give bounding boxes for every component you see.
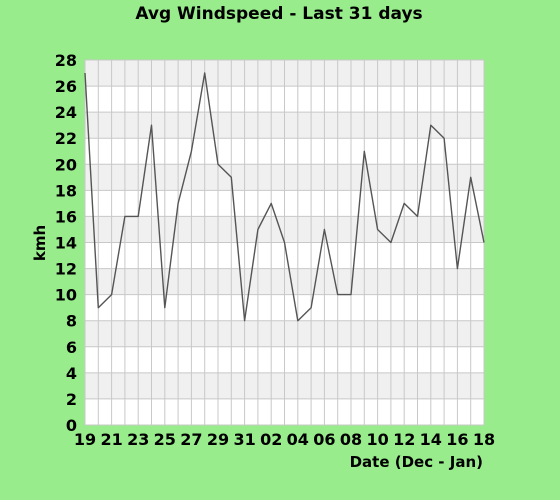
x-tick-label: 21 [100, 430, 122, 449]
y-tick-label: 28 [55, 51, 77, 70]
x-axis-label: Date (Dec - Jan) [350, 453, 483, 471]
x-tick-label: 31 [233, 430, 255, 449]
x-tick-label: 18 [473, 430, 495, 449]
y-tick-label: 0 [66, 416, 77, 435]
x-tick-label: 12 [393, 430, 415, 449]
x-tick-label: 08 [340, 430, 362, 449]
y-tick-label: 20 [55, 155, 77, 174]
x-tick-label: 23 [127, 430, 149, 449]
y-tick-label: 14 [55, 234, 77, 253]
y-tick-label: 4 [66, 364, 77, 383]
y-tick-label: 10 [55, 286, 77, 305]
x-tick-label: 19 [74, 430, 96, 449]
x-tick-label: 16 [446, 430, 468, 449]
y-tick-label: 18 [55, 181, 77, 200]
x-tick-label: 02 [260, 430, 282, 449]
x-tick-labels: 19 21 23 25 27 29 31 02 04 06 08 10 12 14 16 18 [74, 430, 495, 449]
y-tick-label: 26 [55, 77, 77, 96]
y-tick-label: 24 [55, 103, 77, 122]
y-tick-label: 8 [66, 312, 77, 331]
x-tick-label: 27 [180, 430, 202, 449]
windspeed-series-line [84, 72, 485, 322]
x-tick-label: 04 [287, 430, 309, 449]
series-lines [84, 72, 485, 322]
x-tick-label: 06 [313, 430, 335, 449]
y-tick-label: 12 [55, 260, 77, 279]
y-tick-label: 6 [66, 338, 77, 357]
x-tick-label: 14 [420, 430, 442, 449]
x-tick-label: 29 [207, 430, 229, 449]
x-tick-label: 10 [366, 430, 388, 449]
y-tick-label: 22 [55, 129, 77, 148]
y-tick-label: 16 [55, 207, 77, 226]
y-tick-label: 2 [66, 390, 77, 409]
y-axis-label: kmh [31, 225, 49, 261]
chart-title: Avg Windspeed - Last 31 days [135, 4, 422, 24]
x-tick-label: 25 [154, 430, 176, 449]
